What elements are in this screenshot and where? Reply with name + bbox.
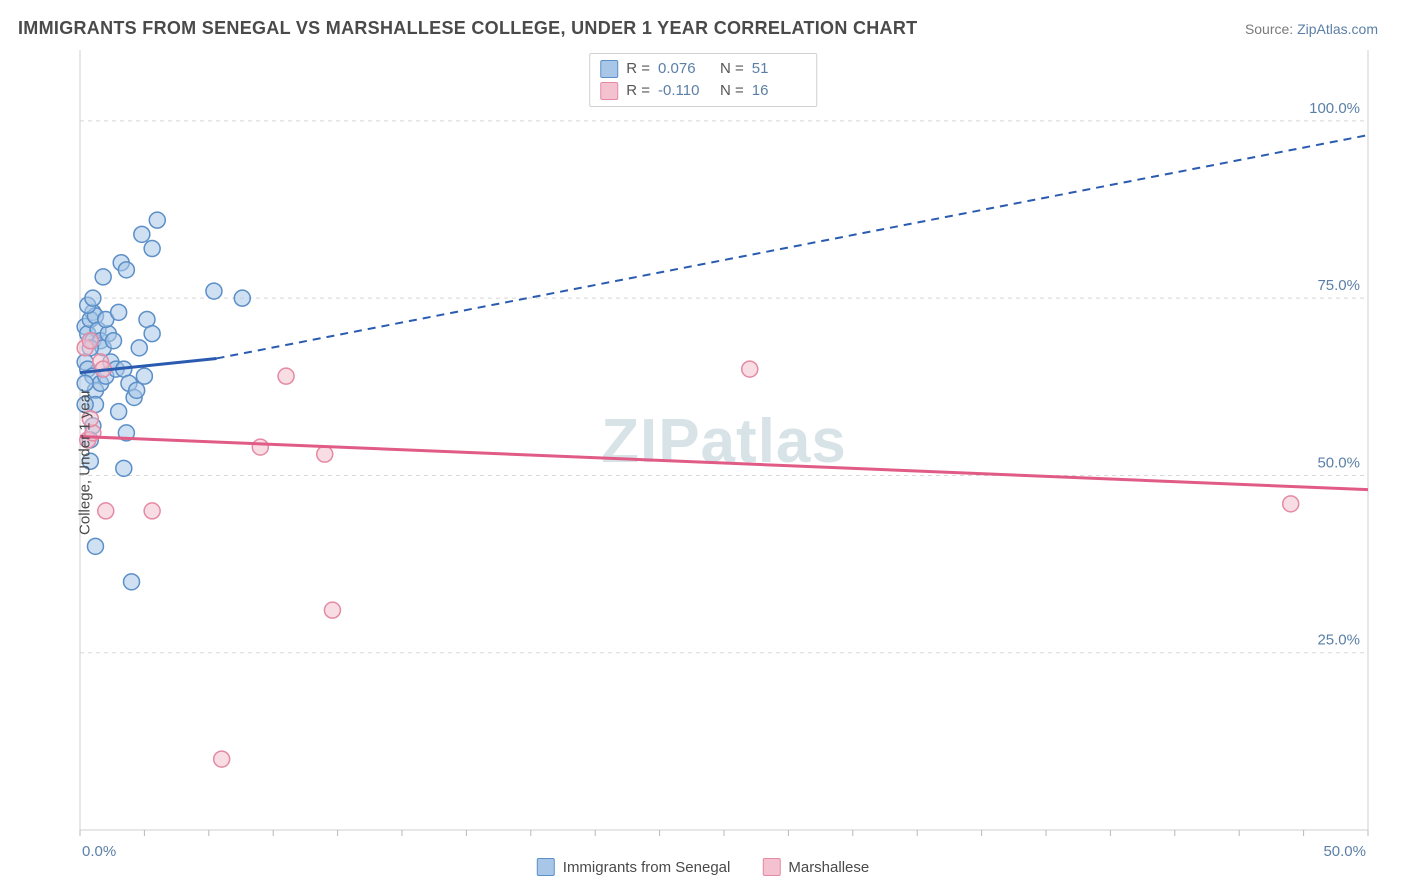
svg-text:0.0%: 0.0%	[82, 843, 116, 860]
legend-r-value: -0.110	[658, 80, 712, 102]
svg-text:25.0%: 25.0%	[1317, 632, 1360, 649]
data-point	[234, 290, 250, 306]
data-point	[324, 602, 340, 618]
legend-row: R = 0.076 N = 51	[600, 58, 806, 80]
svg-text:50.0%: 50.0%	[1323, 843, 1366, 860]
data-point	[144, 503, 160, 519]
data-point	[742, 361, 758, 377]
legend-item: Immigrants from Senegal	[537, 858, 731, 876]
legend-r-label: R =	[626, 80, 650, 102]
legend-n-value: 16	[752, 80, 806, 102]
chart-container: College, Under 1 year 25.0% 50.0% 75.0% 100…	[18, 50, 1388, 874]
data-point	[105, 333, 121, 349]
legend-swatch	[600, 60, 618, 78]
legend-r-label: R =	[626, 58, 650, 80]
data-point	[87, 538, 103, 554]
legend-n-label: N =	[720, 80, 744, 102]
svg-text:100.0%: 100.0%	[1309, 100, 1360, 117]
data-point	[134, 226, 150, 242]
chart-title: IMMIGRANTS FROM SENEGAL VS MARSHALLESE C…	[18, 18, 917, 39]
data-point	[85, 290, 101, 306]
correlation-scatter-chart: 25.0%50.0%75.0%100.0%0.0%50.0%ZIPatlas	[18, 50, 1388, 874]
data-point	[124, 574, 140, 590]
legend-series-label: Marshallese	[788, 859, 869, 876]
data-point	[95, 269, 111, 285]
source-link[interactable]: ZipAtlas.com	[1297, 21, 1378, 37]
legend-n-label: N =	[720, 58, 744, 80]
data-point	[111, 304, 127, 320]
data-point	[317, 446, 333, 462]
data-point	[1283, 496, 1299, 512]
data-point	[214, 751, 230, 767]
data-point	[98, 503, 114, 519]
svg-text:50.0%: 50.0%	[1317, 454, 1360, 471]
source-attribution: Source: ZipAtlas.com	[1245, 21, 1378, 37]
data-point	[144, 241, 160, 257]
data-point	[129, 382, 145, 398]
data-point	[278, 368, 294, 384]
data-point	[111, 404, 127, 420]
data-point	[131, 340, 147, 356]
data-point	[206, 283, 222, 299]
data-point	[144, 326, 160, 342]
y-axis-label: College, Under 1 year	[76, 389, 93, 535]
legend-r-value: 0.076	[658, 58, 712, 80]
legend-row: R = -0.110 N = 16	[600, 80, 806, 102]
source-prefix: Source:	[1245, 21, 1297, 37]
svg-text:75.0%: 75.0%	[1317, 277, 1360, 294]
data-point	[116, 460, 132, 476]
data-point	[82, 333, 98, 349]
trend-line-extrapolated	[217, 135, 1368, 358]
legend-swatch	[600, 82, 618, 100]
legend-item: Marshallese	[762, 858, 869, 876]
series-legend: Immigrants from Senegal Marshallese	[537, 858, 869, 876]
data-point	[136, 368, 152, 384]
legend-swatch	[762, 858, 780, 876]
legend-n-value: 51	[752, 58, 806, 80]
legend-swatch	[537, 858, 555, 876]
data-point	[252, 439, 268, 455]
legend-series-label: Immigrants from Senegal	[563, 859, 731, 876]
data-point	[118, 262, 134, 278]
correlation-legend: R = 0.076 N = 51 R = -0.110 N = 16	[589, 53, 817, 107]
data-point	[149, 212, 165, 228]
